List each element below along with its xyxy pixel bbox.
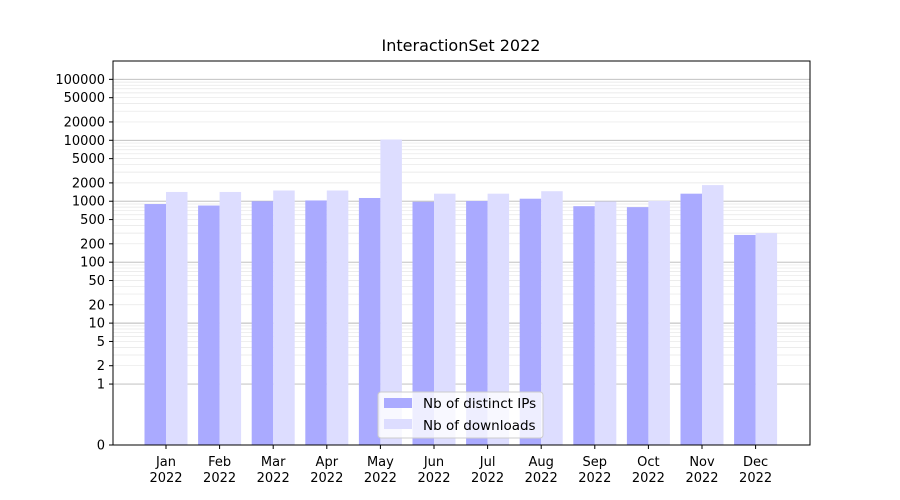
legend-box bbox=[377, 391, 544, 439]
y-tick-label: 0 bbox=[97, 439, 105, 454]
y-axis: 0 1 2 5 10 20 50 100 200 500 1000 2000 5000 10000 2000… bbox=[55, 73, 113, 454]
bar-downloads-apr bbox=[326, 190, 349, 445]
y-tick-label: 500 bbox=[80, 213, 105, 228]
x-tick-label-month: May bbox=[367, 455, 394, 470]
bar-distinct-ips-jan bbox=[144, 204, 166, 445]
x-tick-label-month: Mar bbox=[261, 455, 286, 470]
legend-label-downloads: Nb of downloads bbox=[423, 418, 536, 434]
y-tick-label: 1 bbox=[97, 378, 105, 393]
x-tick-label-month: Oct bbox=[637, 455, 659, 470]
x-tick-label-year: 2022 bbox=[203, 471, 236, 486]
bar-downloads-oct bbox=[648, 200, 670, 445]
bar-distinct-ips-feb bbox=[198, 205, 220, 445]
x-tick-label-month: Sep bbox=[583, 455, 608, 470]
bar-downloads-jul bbox=[487, 193, 510, 445]
x-tick-label-year: 2022 bbox=[257, 471, 290, 486]
bar-distinct-ips-nov bbox=[680, 193, 702, 445]
x-axis: Jan2022Feb2022Mar2022Apr2022May2022Jun20… bbox=[149, 445, 772, 486]
x-tick-label-year: 2022 bbox=[417, 471, 450, 486]
x-tick-label-month: Dec bbox=[743, 455, 768, 470]
legend-swatch-ips bbox=[384, 398, 412, 408]
bar-distinct-ips-may bbox=[358, 197, 381, 445]
y-tick-label: 5000 bbox=[72, 152, 105, 167]
y-tick-label: 20 bbox=[88, 298, 105, 313]
y-tick-label: 50000 bbox=[64, 91, 105, 106]
y-tick-label: 50 bbox=[88, 274, 105, 289]
bar-downloads-may bbox=[380, 139, 402, 445]
bar-distinct-ips-sep bbox=[573, 206, 595, 445]
bar-downloads-nov bbox=[702, 185, 724, 446]
y-tick-label: 2000 bbox=[72, 176, 105, 191]
bar-downloads-sep bbox=[594, 201, 617, 445]
x-tick-label-year: 2022 bbox=[471, 471, 504, 486]
bar-downloads-mar bbox=[273, 190, 295, 445]
x-tick-label-month: Aug bbox=[529, 455, 554, 470]
bar-distinct-ips-dec bbox=[734, 234, 756, 445]
bar-distinct-ips-jun bbox=[412, 201, 434, 445]
bar-distinct-ips-apr bbox=[305, 200, 327, 445]
bar-distinct-ips-aug bbox=[519, 198, 542, 445]
x-tick-label-month: Apr bbox=[316, 455, 339, 470]
y-tick-label: 100 bbox=[80, 256, 105, 271]
legend-swatch-downloads bbox=[384, 419, 412, 429]
chart-title: InteractionSet 2022 bbox=[382, 36, 541, 55]
bar-downloads-feb bbox=[219, 191, 242, 445]
x-tick-label-month: Jul bbox=[479, 455, 496, 470]
x-tick-label-year: 2022 bbox=[739, 471, 772, 486]
x-tick-label-year: 2022 bbox=[578, 471, 611, 486]
y-tick-label: 100000 bbox=[55, 73, 105, 88]
legend: Nb of distinct IPs Nb of downloads bbox=[377, 391, 544, 439]
bar-distinct-ips-jul bbox=[466, 200, 488, 445]
x-tick-label-month: Feb bbox=[208, 455, 231, 470]
x-tick-label-year: 2022 bbox=[632, 471, 665, 486]
bar-downloads-dec bbox=[755, 233, 778, 445]
x-tick-label-month: Nov bbox=[689, 455, 715, 470]
y-tick-label: 10 bbox=[88, 317, 105, 332]
x-tick-label-year: 2022 bbox=[525, 471, 558, 486]
bar-downloads-jan bbox=[166, 191, 188, 445]
x-tick-label-year: 2022 bbox=[364, 471, 397, 486]
x-tick-label-month: Jun bbox=[423, 455, 444, 470]
bar-downloads-jun bbox=[434, 193, 456, 445]
y-tick-label: 10000 bbox=[64, 134, 105, 149]
x-tick-label-year: 2022 bbox=[310, 471, 343, 486]
x-tick-label-year: 2022 bbox=[685, 471, 718, 486]
y-tick-label: 200 bbox=[80, 237, 105, 252]
bars bbox=[144, 139, 778, 446]
y-tick-label: 20000 bbox=[64, 115, 105, 130]
y-tick-label: 2 bbox=[97, 359, 105, 374]
bar-downloads-aug bbox=[541, 191, 563, 445]
legend-label-ips: Nb of distinct IPs bbox=[423, 396, 536, 412]
x-tick-label-month: Jan bbox=[155, 455, 176, 470]
plot-frame bbox=[112, 60, 811, 446]
y-tick-label: 1000 bbox=[72, 195, 105, 210]
y-tick-label: 5 bbox=[97, 335, 105, 350]
bar-distinct-ips-oct bbox=[626, 207, 649, 445]
x-tick-label-year: 2022 bbox=[149, 471, 182, 486]
bar-distinct-ips-mar bbox=[251, 201, 274, 445]
